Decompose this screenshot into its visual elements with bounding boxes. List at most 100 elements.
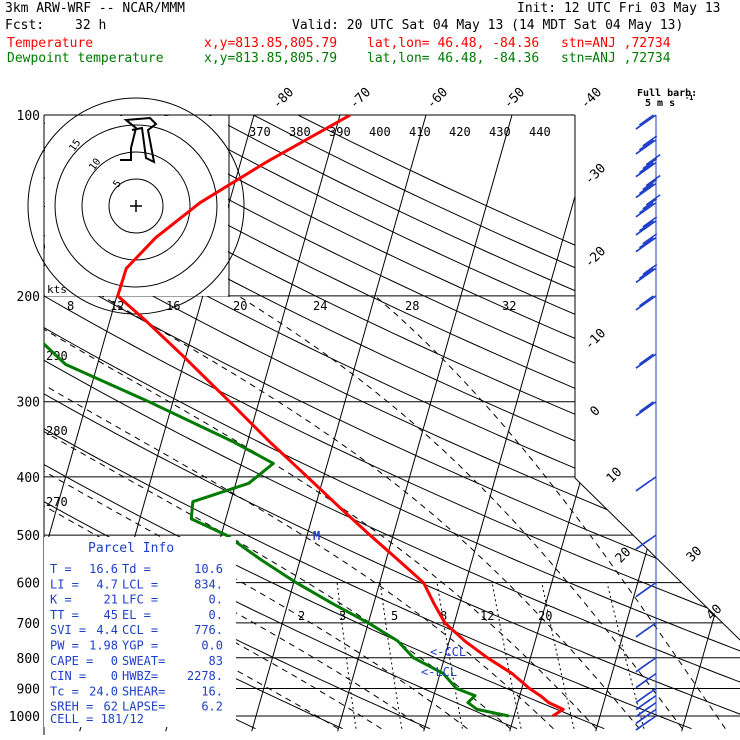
pressure-label-1000: 1000	[9, 710, 40, 725]
model-title: 3km ARW-WRF -- NCAR/MMM	[5, 1, 186, 16]
pressure-label-700: 700	[17, 617, 40, 632]
moist-adiabat	[44, 295, 554, 730]
isotherm-label-top: -50	[501, 85, 528, 112]
isotherm-label-right: -20	[582, 244, 609, 271]
wind-barb-feather	[635, 712, 651, 725]
parcel-row-4-col-3: 776.	[194, 623, 223, 637]
parcel-row-8-col-0: Tc =	[50, 684, 79, 698]
wind-barb-feather	[635, 480, 651, 492]
lcl-marker: <-LCL	[421, 665, 457, 679]
parcel-row-0-col-0: T =	[50, 562, 72, 576]
wind-barb-850	[635, 672, 657, 689]
wind-barb-feather	[642, 178, 658, 191]
dry-adiabat	[208, 115, 740, 730]
parcel-row-0-col-3: 10.6	[194, 562, 223, 576]
wind-barb-feather	[635, 706, 651, 718]
wind-barb-200	[635, 295, 657, 311]
parcel-row-2-col-0: K =	[50, 593, 72, 607]
wind-barb-975	[635, 708, 657, 725]
parcel-row-8-col-2: SHEAR=	[122, 684, 165, 698]
pressure-label-400: 400	[17, 471, 40, 486]
mixing-ratio-line	[379, 582, 403, 729]
wind-barb-feather	[645, 153, 661, 166]
mixing-ratio-line	[606, 582, 645, 729]
dry-adiabat	[44, 115, 740, 730]
mixing-ratio-label-upper: 20	[233, 299, 247, 313]
wind-barb-feather	[635, 586, 651, 598]
theta-label: 440	[529, 125, 551, 139]
parcel-row-9-col-2: LAPSE=	[122, 700, 165, 714]
isotherm-label-right: -10	[582, 326, 609, 353]
wind-barb-feather	[635, 271, 651, 284]
wind-barb-feather	[638, 295, 654, 307]
parcel-row-5-col-1: 1.98	[89, 639, 118, 653]
parcel-row-0-col-1: 16.6	[89, 562, 118, 576]
dewpoint-legend: Dewpoint temperature	[7, 51, 164, 66]
wind-barb-100	[635, 114, 657, 130]
parcel-cell: CELL = 181/12	[50, 712, 144, 726]
isotherm-label-right: 40	[704, 602, 726, 624]
parcel-row-9-col-0: SREH =	[50, 700, 93, 714]
mixing-ratio-label-upper: 24	[313, 299, 327, 313]
theta-label: 430	[489, 125, 511, 139]
parcel-row-5-col-2: YGP =	[122, 639, 158, 653]
isotherm	[337, 115, 517, 732]
forecast-label: Fcst:	[5, 18, 45, 33]
hodograph-trace	[120, 116, 158, 164]
isotherm-label-right: 30	[684, 544, 706, 566]
wind-barb-120	[635, 153, 661, 178]
mixing-ratio-line	[336, 582, 357, 729]
wind-barb-500	[635, 534, 657, 550]
wind-barb-feather	[635, 538, 651, 550]
wind-barb-feather	[635, 699, 651, 711]
parcel-row-8-col-1: 24.0	[89, 684, 118, 698]
isotherm-label-right: -30	[582, 161, 609, 188]
parcel-row-2-col-1: 21	[104, 593, 118, 607]
wind-barb-feather	[635, 676, 651, 689]
wind-barb-feather	[638, 220, 654, 232]
parcel-row-5-col-0: PW =	[50, 639, 79, 653]
wind-barb-925	[635, 695, 657, 711]
parcel-row-6-col-0: CAPE =	[50, 654, 93, 668]
wind-barb-140	[635, 194, 661, 218]
wind-barb-feather	[635, 405, 651, 417]
hodograph-units: kts	[47, 283, 67, 296]
dry-adiabat	[44, 115, 740, 730]
wind-barb-feather	[638, 353, 654, 365]
theta-label: 370	[249, 125, 271, 139]
plot-slant-border	[574, 477, 740, 641]
wind-barb-feather	[638, 267, 654, 280]
dry-adiabat	[44, 115, 740, 730]
wind-barb-feather	[635, 626, 651, 638]
parcel-row-1-col-3: 834.	[194, 577, 223, 591]
parcel-info-panel: Parcel Info CELL = 181/12 T = 16.6 Td = 10.…	[44, 529, 320, 727]
barb-legend-exponent: -1	[685, 94, 693, 102]
pressure-label-900: 900	[17, 682, 40, 697]
ccl-marker: <-CCL	[430, 645, 466, 659]
wind-barb-130	[635, 174, 661, 199]
dry-adiabat	[44, 115, 740, 730]
parcel-row-1-col-2: LCL =	[122, 577, 158, 591]
wind-barb-feather	[635, 241, 651, 253]
wind-barb-160	[635, 233, 658, 253]
parcel-row-8-col-3: 16.	[201, 684, 223, 698]
wind-barb-110	[635, 135, 658, 155]
wind-barb-feather	[642, 157, 658, 170]
dry-adiabat	[44, 115, 605, 730]
wind-barb-feather	[635, 357, 651, 369]
wind-barb-feather	[638, 114, 654, 126]
parcel-row-0-col-2: Td =	[122, 562, 151, 576]
parcel-row-7-col-3: 2278.	[187, 669, 223, 683]
mixing-ratio-label-lower: 8	[440, 609, 447, 623]
theta-left-label: 280	[46, 424, 68, 438]
pressure-label-100: 100	[17, 109, 40, 124]
parcel-row-3-col-1: 45	[104, 608, 118, 622]
isotherm	[681, 115, 740, 732]
barb-legend-line1: Full barb:	[637, 88, 697, 99]
dew-xy: x,y=813.85,805.79	[204, 51, 338, 66]
parcel-row-5-col-3: 0.0	[201, 639, 223, 653]
temp-latlon: lat,lon= 46.48, -84.36	[367, 36, 540, 51]
wind-barb-180	[635, 263, 658, 284]
wind-barb-feather	[635, 165, 651, 178]
